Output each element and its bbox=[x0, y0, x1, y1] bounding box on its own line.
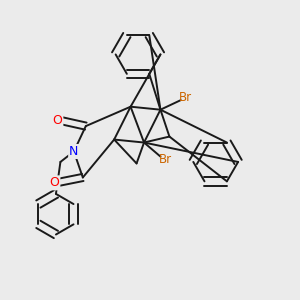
Text: O: O bbox=[50, 176, 59, 189]
Text: Br: Br bbox=[179, 91, 192, 104]
Text: N: N bbox=[69, 145, 79, 158]
Text: O: O bbox=[52, 114, 62, 127]
Text: Br: Br bbox=[159, 153, 172, 166]
